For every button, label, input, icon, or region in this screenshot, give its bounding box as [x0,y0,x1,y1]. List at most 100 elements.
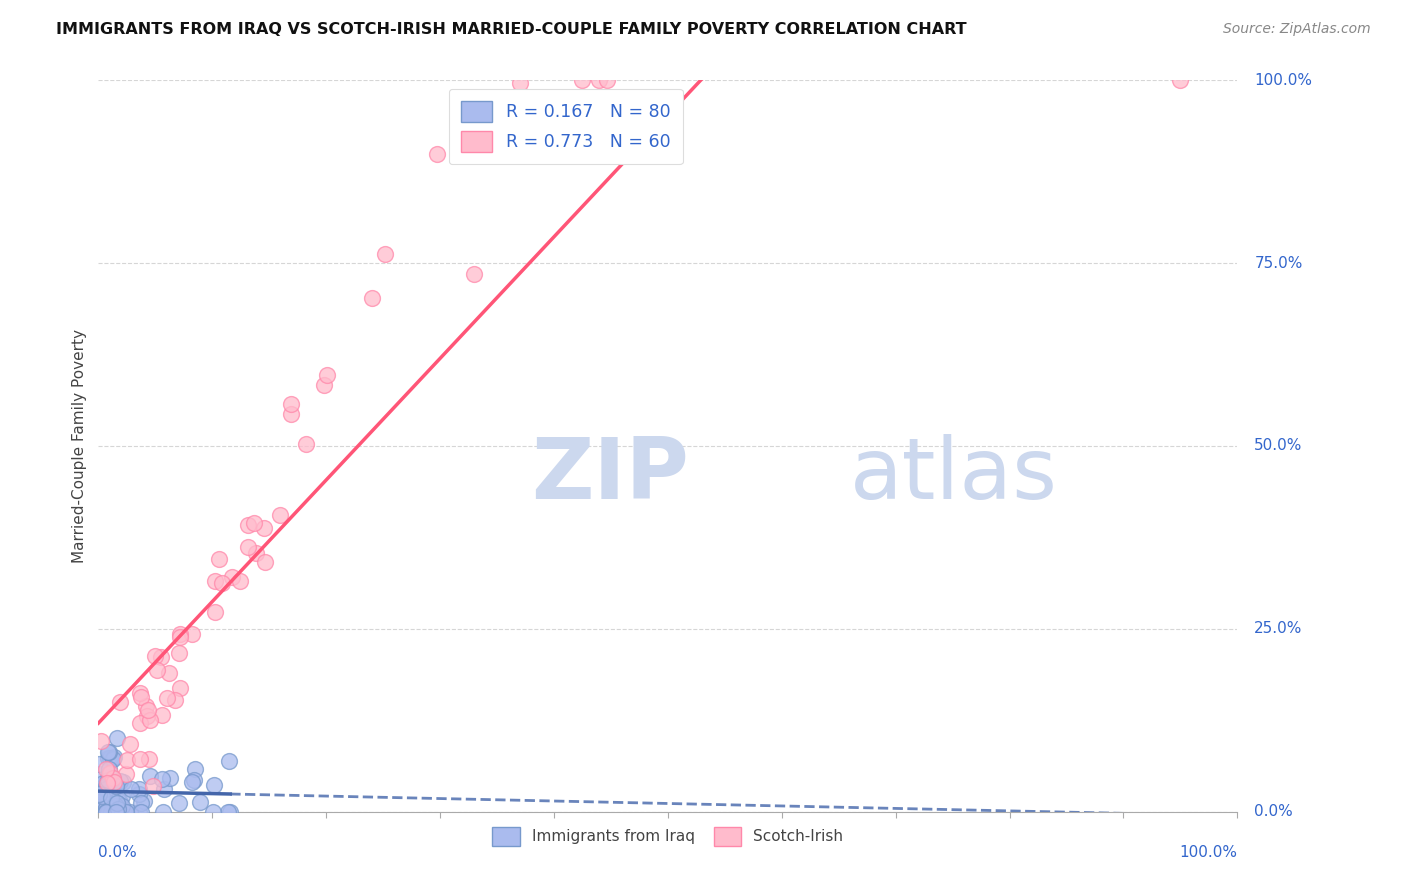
Point [87,756,110,771]
Point [134,794,156,808]
Point [204,605,226,619]
Point [110,695,132,709]
Point [89,796,111,810]
Point [150,772,173,786]
Point [105,731,128,745]
Point [361,291,384,305]
Point [110,796,132,810]
Point [104,805,127,819]
Point [101,771,124,785]
Point [149,649,172,664]
Point [97,745,120,759]
Point [89,767,111,781]
Point [136,708,159,723]
Point [105,796,128,810]
Point [101,752,124,766]
Point [245,546,267,560]
Point [93,786,115,800]
Point [87,787,110,801]
Point [110,799,132,814]
Point [96,781,118,796]
Point [188,795,211,809]
Point [100,791,122,805]
Point [96,780,118,794]
Point [202,778,225,792]
Point [107,801,129,815]
Point [143,649,166,664]
Point [112,805,135,819]
Point [96,805,118,819]
Point [96,772,118,787]
Point [280,407,302,421]
Point [295,436,318,450]
Text: 100.0%: 100.0% [1254,73,1312,87]
Point [120,781,142,796]
Point [104,798,127,813]
Point [243,516,266,530]
Point [100,766,122,780]
Point [202,805,225,819]
Point [426,147,449,161]
Point [571,73,593,87]
Text: 25.0%: 25.0% [1254,622,1303,636]
Point [93,781,115,796]
Point [128,787,150,801]
Text: ZIP: ZIP [531,434,689,516]
Point [94,762,117,776]
Point [115,753,138,767]
Point [211,575,233,590]
Point [129,716,152,731]
Point [136,703,159,717]
Point [91,795,114,809]
Point [150,707,173,722]
Point [115,805,138,819]
Point [596,73,619,87]
Point [111,789,134,804]
Point [156,691,179,706]
Point [98,750,121,764]
Point [108,773,131,788]
Point [118,805,141,819]
Point [97,745,120,759]
Point [101,772,124,786]
Point [90,792,112,806]
Point [98,801,121,815]
Point [129,752,152,766]
Point [221,570,243,584]
Point [97,805,120,819]
Point [180,774,202,789]
Point [217,805,239,819]
Point [98,767,121,781]
Point [120,737,142,751]
Text: IMMIGRANTS FROM IRAQ VS SCOTCH-IRISH MARRIED-COUPLE FAMILY POVERTY CORRELATION C: IMMIGRANTS FROM IRAQ VS SCOTCH-IRISH MAR… [56,22,967,37]
Point [94,805,117,819]
Text: 0.0%: 0.0% [98,845,138,860]
Point [181,626,204,640]
Point [138,752,160,766]
Point [169,631,191,645]
Point [93,779,115,793]
Y-axis label: Married-Couple Family Poverty: Married-Couple Family Poverty [72,329,87,563]
Point [139,713,162,727]
Point [89,797,111,812]
Point [107,793,129,807]
Point [169,681,191,695]
Text: 0.0%: 0.0% [1254,805,1294,819]
Point [100,752,122,766]
Point [157,665,180,680]
Point [97,772,120,787]
Point [588,73,610,87]
Text: Source: ZipAtlas.com: Source: ZipAtlas.com [1223,22,1371,37]
Point [90,734,112,748]
Point [100,805,122,819]
Point [96,776,118,790]
Point [152,781,174,796]
Point [128,781,150,796]
Point [183,772,205,787]
Point [135,698,157,713]
Point [163,693,186,707]
Text: atlas: atlas [851,434,1059,516]
Point [169,797,191,811]
Point [91,798,114,813]
Point [103,749,125,764]
